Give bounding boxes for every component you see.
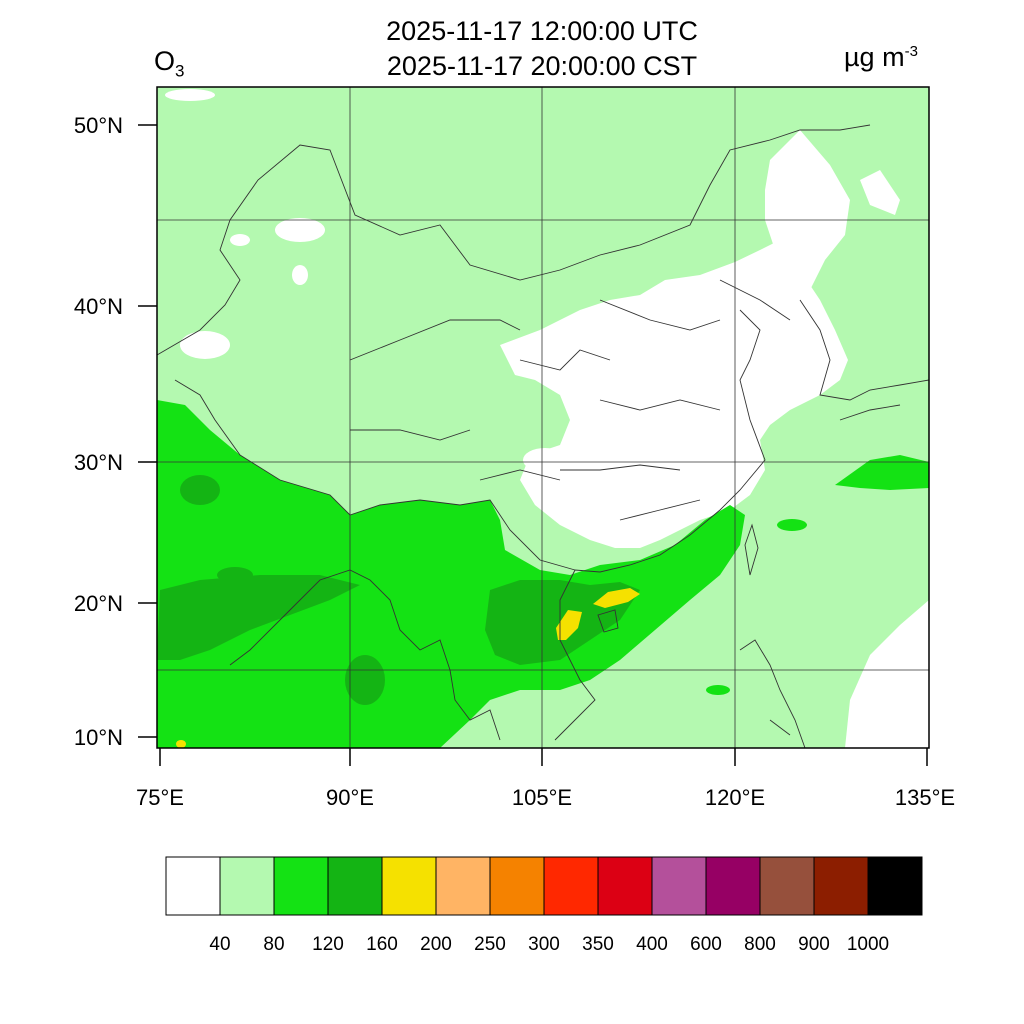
island-taiwan (744, 523, 759, 576)
colorbar-label: 200 (420, 934, 452, 955)
field-120-160-patch (345, 655, 385, 705)
colorbar-swatch (165, 856, 221, 916)
colorbar-label: 40 (209, 934, 230, 955)
field-below-40-patch (230, 234, 250, 246)
island-hainan (597, 609, 619, 633)
colorbar-label: 900 (798, 934, 830, 955)
field-80-120-patch (777, 519, 807, 531)
field-below-40-pacific (845, 600, 929, 748)
title-cst: 2025-11-17 20:00:00 CST (386, 51, 698, 81)
colorbar-swatch (273, 856, 329, 916)
field-120-160-patch (180, 475, 220, 505)
lon-label-120E: 120°E (705, 785, 765, 810)
lon-label-75E: 75°E (136, 785, 184, 810)
boundaries (157, 124, 929, 748)
graticule (157, 87, 929, 748)
field-120-160 (157, 575, 360, 660)
colorbar-swatch (597, 856, 653, 916)
colorbar-swatch (867, 856, 923, 916)
coastline (554, 309, 766, 741)
colorbar-swatch (219, 856, 275, 916)
units-label: µg m-3 (844, 42, 918, 73)
species-label: O3 (154, 46, 184, 81)
colorbar-label: 350 (582, 934, 614, 955)
lat-labels: 50°N 40°N 30°N 20°N 10°N (74, 113, 123, 750)
lat-label-30N: 30°N (74, 450, 123, 475)
species-base: O (154, 46, 176, 76)
lon-label-105E: 105°E (512, 785, 572, 810)
field-below-40-patch (523, 448, 567, 472)
lat-label-20N: 20°N (74, 591, 123, 616)
field-80-120 (157, 400, 745, 748)
colorbar-swatch (759, 856, 815, 916)
colorbar-swatch (651, 856, 707, 916)
colorbar: 40 80 120 160 200 250 300 350 400 600 800 900 1000 (165, 856, 923, 955)
coastline (229, 569, 501, 741)
field-below-40-patch (292, 265, 308, 285)
field-below-40-patch (180, 331, 230, 359)
field-below-40-patch (165, 89, 215, 101)
lat-label-10N: 10°N (74, 725, 123, 750)
field-160-200-patch (176, 740, 186, 748)
units-superscript: -3 (904, 43, 918, 60)
field-below-40-patch (275, 218, 325, 242)
country-border (157, 124, 871, 356)
lat-label-40N: 40°N (74, 294, 123, 319)
lon-labels: 75°E 90°E 105°E 120°E 135°E (136, 785, 955, 810)
colorbar-swatch (705, 856, 761, 916)
field-below-40-northeast (765, 130, 850, 290)
field-80-120 (835, 455, 929, 490)
field-80-120-patch (706, 685, 730, 695)
colorbar-swatch (489, 856, 545, 916)
colorbar-swatch (813, 856, 869, 916)
colorbar-label: 1000 (847, 934, 889, 955)
species-subscript: 3 (175, 61, 185, 81)
islands-philippines (739, 639, 806, 748)
field-160-200 (556, 610, 582, 640)
colorbar-swatch (381, 856, 437, 916)
title-utc: 2025-11-17 12:00:00 UTC (386, 16, 698, 46)
country-border (174, 379, 576, 571)
field-120-160-patch (217, 567, 253, 583)
lon-label-135E: 135°E (895, 785, 955, 810)
colorbar-label: 250 (474, 934, 506, 955)
coastline (799, 299, 929, 421)
map-frame (156, 86, 930, 749)
concentration-field (157, 87, 929, 748)
colorbar-label: 80 (263, 934, 284, 955)
lat-label-50N: 50°N (74, 113, 123, 138)
province-border (349, 279, 791, 521)
field-below-40-east-china (500, 240, 848, 548)
colorbar-label: 400 (636, 934, 668, 955)
field-below-40-japan (860, 170, 900, 215)
colorbar-label: 120 (312, 934, 344, 955)
axis-ticks (138, 124, 928, 766)
colorbar-label: 800 (744, 934, 776, 955)
colorbar-label: 600 (690, 934, 722, 955)
lon-label-90E: 90°E (326, 785, 374, 810)
colorbar-label: 160 (366, 934, 398, 955)
colorbar-swatch (327, 856, 383, 916)
field-160-200 (593, 588, 640, 608)
colorbar-swatch (435, 856, 491, 916)
units-base: µg m (844, 42, 905, 72)
colorbar-swatch (543, 856, 599, 916)
colorbar-label: 300 (528, 934, 560, 955)
